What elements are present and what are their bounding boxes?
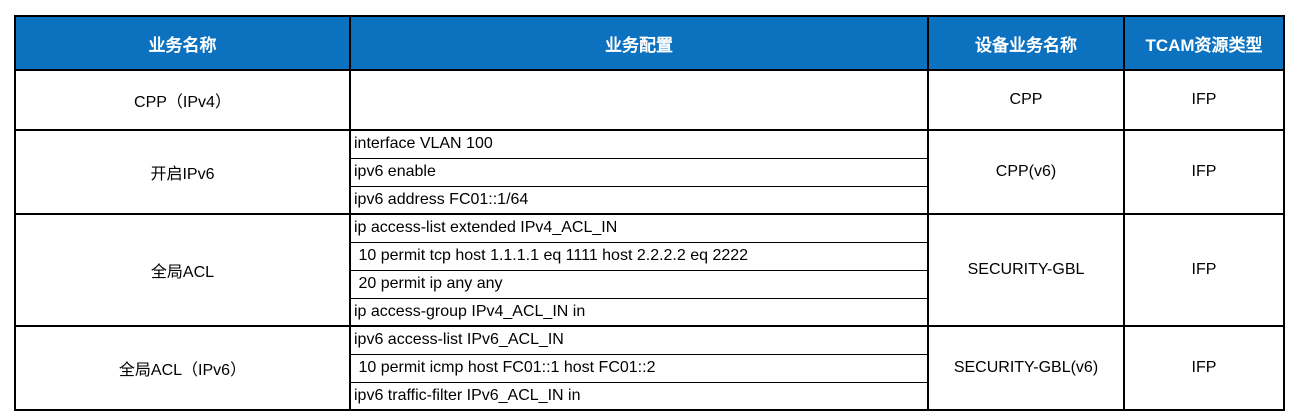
header-row: 业务名称 业务配置 设备业务名称 TCAM资源类型 bbox=[14, 15, 1285, 71]
config-line-cell: 10 permit icmp host FC01::1 host FC01::2 bbox=[349, 353, 929, 382]
config-line-cell: 20 permit ip any any bbox=[349, 269, 929, 298]
tcam-service-table: 业务名称 业务配置 设备业务名称 TCAM资源类型 CPP（IPv4） CPP … bbox=[14, 15, 1285, 411]
service-name-cell: 全局ACL（IPv6） bbox=[14, 325, 351, 410]
table-row: 开启IPv6 interface VLAN 100 CPP(v6) IFP bbox=[14, 129, 1285, 214]
header-tcam-resource-type: TCAM资源类型 bbox=[1123, 15, 1285, 71]
config-sub-row: 10 permit icmp host FC01::1 host FC01::2 bbox=[15, 353, 1284, 382]
device-service-cell: SECURITY-GBL(v6) bbox=[927, 325, 1125, 410]
config-sub-row: 10 permit tcp host 1.1.1.1 eq 1111 host … bbox=[15, 241, 1284, 270]
config-sub-row: 20 permit ip any any bbox=[15, 269, 1284, 298]
table-row: 全局ACL（IPv6） ipv6 access-list IPv6_ACL_IN… bbox=[14, 325, 1285, 410]
tcam-type-cell: IFP bbox=[1123, 325, 1285, 410]
service-name-cell: 开启IPv6 bbox=[14, 129, 351, 214]
table-row: 全局ACL ip access-list extended IPv4_ACL_I… bbox=[14, 213, 1285, 326]
config-line-cell: interface VLAN 100 bbox=[349, 129, 929, 158]
config-line-cell: 10 permit tcp host 1.1.1.1 eq 1111 host … bbox=[349, 241, 929, 270]
tcam-type-cell: IFP bbox=[1123, 213, 1285, 326]
config-sub-row: ipv6 address FC01::1/64 bbox=[15, 185, 1284, 214]
table-row: CPP（IPv4） CPP IFP bbox=[14, 69, 1285, 130]
header-device-service-name: 设备业务名称 bbox=[927, 15, 1125, 71]
device-service-cell: SECURITY-GBL bbox=[927, 213, 1125, 326]
config-line-cell bbox=[349, 69, 929, 130]
service-name-cell: CPP（IPv4） bbox=[14, 69, 351, 130]
config-sub-row: ipv6 traffic-filter IPv6_ACL_IN in bbox=[15, 381, 1284, 410]
tcam-type-cell: IFP bbox=[1123, 69, 1285, 130]
config-line-cell: ipv6 address FC01::1/64 bbox=[349, 185, 929, 214]
config-line-cell: ipv6 access-list IPv6_ACL_IN bbox=[349, 325, 929, 354]
tcam-type-cell: IFP bbox=[1123, 129, 1285, 214]
config-line-cell: ipv6 enable bbox=[349, 157, 929, 186]
config-line-cell: ipv6 traffic-filter IPv6_ACL_IN in bbox=[349, 381, 929, 410]
config-sub-row: ipv6 enable bbox=[15, 157, 1284, 186]
header-service-name: 业务名称 bbox=[14, 15, 351, 71]
config-sub-row: ip access-group IPv4_ACL_IN in bbox=[15, 297, 1284, 326]
config-line-cell: ip access-list extended IPv4_ACL_IN bbox=[349, 213, 929, 242]
device-service-cell: CPP bbox=[927, 69, 1125, 130]
device-service-cell: CPP(v6) bbox=[927, 129, 1125, 214]
service-name-cell: 全局ACL bbox=[14, 213, 351, 326]
header-service-config: 业务配置 bbox=[349, 15, 929, 71]
config-line-cell: ip access-group IPv4_ACL_IN in bbox=[349, 297, 929, 326]
